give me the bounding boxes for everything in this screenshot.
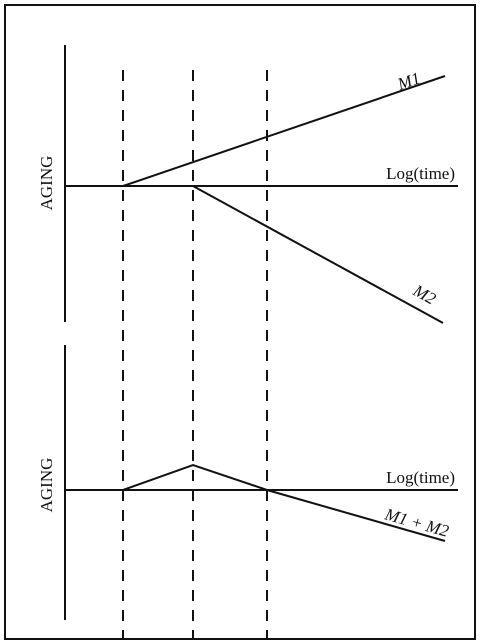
- y-axis-label: AGING: [37, 458, 56, 513]
- frame: [4, 4, 476, 640]
- curve-m2: [192, 185, 444, 324]
- curve-label: M1 + M2: [382, 504, 451, 541]
- x-axis-label: Log(time): [386, 468, 455, 487]
- curve-sum: [122, 463, 446, 542]
- curve-label: M2: [409, 280, 439, 308]
- curve-m1: [122, 75, 446, 187]
- curve-label: M1: [394, 68, 423, 94]
- y-axis-label: AGING: [37, 156, 56, 211]
- x-axis-label: Log(time): [386, 164, 455, 183]
